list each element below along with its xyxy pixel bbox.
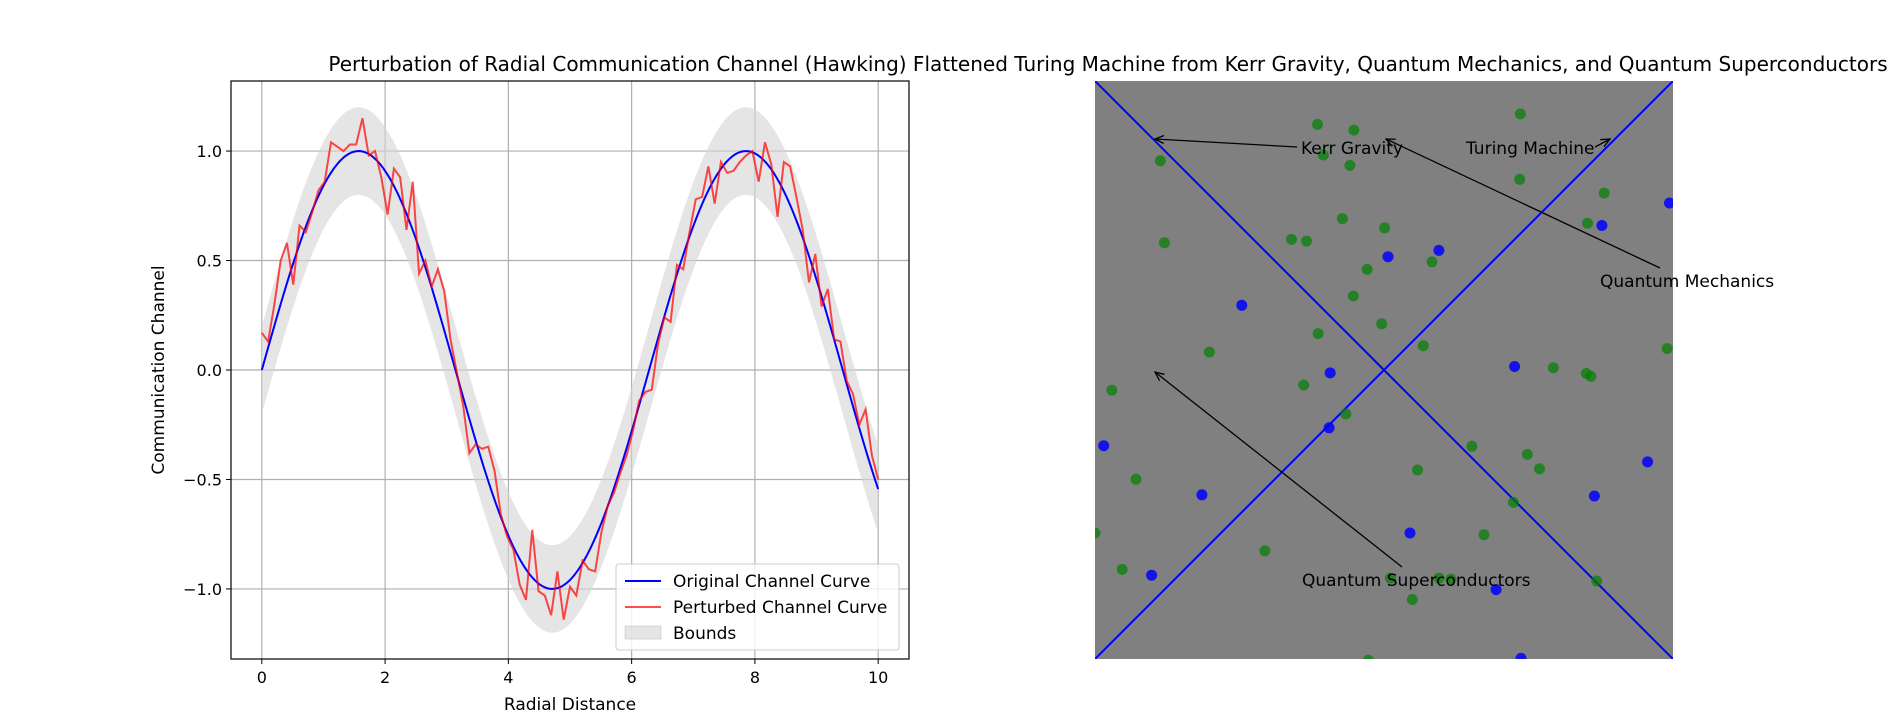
original-channel-curve [260,150,880,590]
green-point [1344,159,1356,171]
green-point [1661,343,1673,355]
green-point [1466,440,1478,452]
green-points [1095,108,1673,659]
x-tick-label: 8 [750,668,760,687]
annotation-quantum-superconductors: Quantum Superconductors [1302,571,1531,591]
green-point [1582,217,1593,229]
x-tick-label: 10 [868,668,888,687]
green-point [1286,233,1297,245]
green-point [1298,379,1310,391]
green-point [1361,263,1373,275]
left-plot: 0 2 4 6 8 10 −1.0 −0.5 0.0 0.5 1.0 Radial Distance… [149,80,910,715]
green-point [1348,124,1360,136]
green-point [1433,572,1445,584]
green-point [1406,594,1418,605]
green-point [1259,545,1271,557]
green-point [1598,187,1610,199]
green-point [1312,118,1323,130]
blue-points [1098,197,1673,659]
annotation-turing-machine: Turing Machine [1465,139,1594,159]
green-point [1412,464,1423,476]
green-point [1426,256,1438,268]
y-tick-label: −1.0 [183,580,222,599]
green-point [1340,408,1352,420]
arrow-turing-machine [1594,139,1610,148]
blue-point [1596,220,1608,231]
blue-point [1490,584,1502,596]
green-point [1336,213,1348,225]
green-point [1312,328,1324,340]
figure-title: Perturbation of Radial Communication Cha… [328,52,1887,76]
y-tick-label: 0.0 [197,361,222,380]
annotations: Kerr Gravity Turing Machine Quantum Mech… [1155,139,1774,591]
green-point [1478,529,1490,541]
perturbed-channel-curve [261,117,880,620]
legend-label-original: Original Channel Curve [673,572,870,592]
green-point [1521,448,1533,460]
blue-point [1642,456,1654,468]
arrow-quantum-superconductors [1155,372,1403,568]
y-axis-label: Communication Channel [149,265,169,474]
x-tick-label: 4 [503,668,513,687]
blue-point [1664,197,1673,209]
green-point [1384,572,1396,584]
green-point [1158,237,1170,249]
x-tick-label: 0 [257,668,267,687]
green-point [1095,527,1101,539]
right-plot: Kerr Gravity Turing Machine Quantum Mech… [1095,81,1774,659]
green-point [1154,155,1166,167]
green-point [1116,563,1128,575]
y-tick-label: −0.5 [183,470,222,489]
green-point [1417,340,1429,352]
green-point [1317,149,1329,161]
green-point [1508,496,1519,508]
blue-point [1509,361,1521,372]
ticks: 0 2 4 6 8 10 −1.0 −0.5 0.0 0.5 1.0 [183,142,888,687]
blue-point [1515,652,1527,659]
blue-point [1324,367,1336,379]
annotation-quantum-mechanics: Quantum Mechanics [1600,272,1774,292]
legend: Original Channel Curve Perturbed Channel… [615,563,900,651]
green-point [1301,235,1312,247]
green-point [1547,362,1559,374]
legend-swatch-bounds [624,625,662,640]
annotation-kerr-gravity: Kerr Gravity [1301,139,1403,159]
x-axis-label: Radial Distance [504,695,636,715]
blue-point [1146,569,1158,581]
green-point [1514,173,1526,185]
green-point [1363,654,1374,659]
blue-point [1382,251,1394,263]
blue-point [1404,527,1416,539]
green-point [1130,473,1142,485]
legend-label-bounds: Bounds [673,624,736,644]
diagonal-line [1095,81,1673,659]
green-point [1534,463,1545,475]
blue-point [1236,299,1248,311]
green-point [1591,575,1603,587]
green-point [1379,222,1391,234]
x-tick-label: 2 [380,668,390,687]
legend-label-perturbed: Perturbed Channel Curve [673,598,887,618]
blue-point [1098,440,1110,452]
green-point [1376,318,1388,330]
diagonal-lines [1095,81,1673,659]
arrow-quantum-mechanics [1386,139,1661,269]
green-point [1106,384,1118,396]
blue-point [1588,490,1600,502]
blue-point [1196,489,1208,501]
x-tick-label: 6 [627,668,637,687]
green-point [1203,346,1215,358]
green-point [1514,108,1526,120]
y-tick-label: 1.0 [197,142,222,161]
green-point [1445,573,1457,585]
y-tick-label: 0.5 [197,252,222,271]
blue-point [1433,244,1445,256]
blue-point [1323,422,1335,434]
green-point [1347,290,1359,302]
arrow-kerr-gravity [1155,139,1298,148]
green-point [1585,370,1597,382]
